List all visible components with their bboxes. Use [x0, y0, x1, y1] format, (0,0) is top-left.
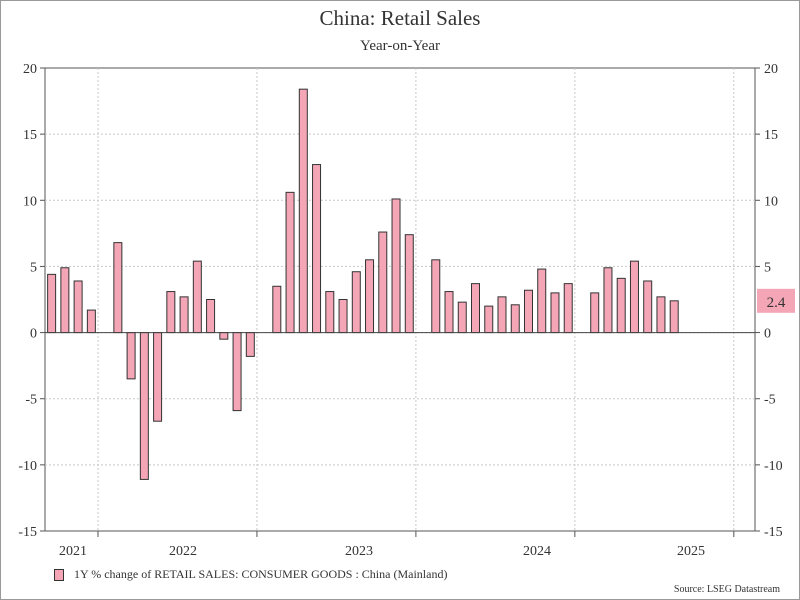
- plot-area: [44, 67, 756, 532]
- bar-series: [47, 88, 679, 480]
- bar: [245, 332, 255, 357]
- bar: [669, 300, 679, 334]
- bar: [219, 332, 229, 340]
- bar: [338, 299, 348, 334]
- y-tick-label-left: 5: [30, 260, 37, 275]
- y-tick-label-right: 10: [764, 194, 778, 209]
- bar: [643, 280, 653, 334]
- bar: [510, 304, 520, 334]
- y-tick-label-right: 15: [764, 128, 778, 143]
- bar: [603, 267, 613, 334]
- y-tick-label-right: -10: [764, 459, 783, 474]
- bar: [431, 259, 441, 334]
- bar: [629, 260, 639, 334]
- y-tick-label-right: 5: [764, 260, 771, 275]
- bar: [471, 283, 481, 334]
- bar: [590, 292, 600, 334]
- x-tick-label: 2023: [345, 544, 373, 559]
- bar: [86, 309, 96, 334]
- bar: [497, 296, 507, 334]
- bar: [73, 280, 83, 334]
- bar: [232, 332, 242, 412]
- y-tick-label-left: -10: [18, 459, 37, 474]
- y-tick-label-left: -5: [25, 393, 37, 408]
- bar: [192, 260, 202, 334]
- source-note: Source: LSEG Datastream: [673, 584, 780, 595]
- x-tick-label: 2021: [59, 544, 87, 559]
- y-tick-label-right: -5: [764, 393, 776, 408]
- bar: [47, 273, 57, 334]
- bar: [550, 292, 560, 334]
- bar: [298, 88, 308, 334]
- y-tick-label-left: 20: [23, 62, 37, 77]
- bar: [285, 191, 295, 334]
- bar: [351, 271, 361, 334]
- bar: [312, 164, 322, 334]
- last-value-label: 2.4: [767, 295, 786, 311]
- y-tick-label-right: 0: [764, 327, 771, 342]
- bar: [537, 268, 547, 334]
- y-tick-label-left: 0: [30, 327, 37, 342]
- x-tick-label: 2022: [169, 544, 197, 559]
- bar: [179, 296, 189, 334]
- x-tick-label: 2025: [677, 544, 705, 559]
- bar: [272, 285, 282, 334]
- bar: [523, 289, 533, 334]
- bar: [484, 305, 494, 334]
- legend-label: 1Y % change of RETAIL SALES: CONSUMER GO…: [74, 567, 448, 581]
- bar: [378, 231, 388, 334]
- y-tick-label-left: 15: [23, 128, 37, 143]
- bar: [60, 267, 70, 334]
- bar: [616, 277, 626, 334]
- bar: [457, 301, 467, 334]
- grid-lines: [45, 68, 755, 531]
- bar: [365, 259, 375, 334]
- last-value-badge: [757, 288, 795, 313]
- bar: [391, 198, 401, 334]
- y-tick-label-left: -15: [18, 525, 37, 540]
- y-tick-label-right: 20: [764, 62, 778, 77]
- legend-swatch: [54, 568, 64, 581]
- legend: 1Y % change of RETAIL SALES: CONSUMER GO…: [54, 567, 447, 582]
- bar: [444, 291, 454, 334]
- y-tick-label-right: -15: [764, 525, 783, 540]
- bar: [139, 332, 149, 480]
- bar: [325, 291, 335, 334]
- x-tick-label: 2024: [523, 544, 551, 559]
- bar: [656, 296, 666, 334]
- bar: [563, 283, 573, 334]
- chart-title: China: Retail Sales: [319, 6, 481, 30]
- bar: [113, 242, 123, 334]
- bar: [404, 234, 414, 334]
- bar: [166, 291, 176, 334]
- bar: [206, 299, 216, 334]
- bar: [153, 332, 163, 422]
- y-tick-label-left: 10: [23, 194, 37, 209]
- chart-subtitle: Year-on-Year: [360, 38, 440, 54]
- bar: [126, 332, 136, 380]
